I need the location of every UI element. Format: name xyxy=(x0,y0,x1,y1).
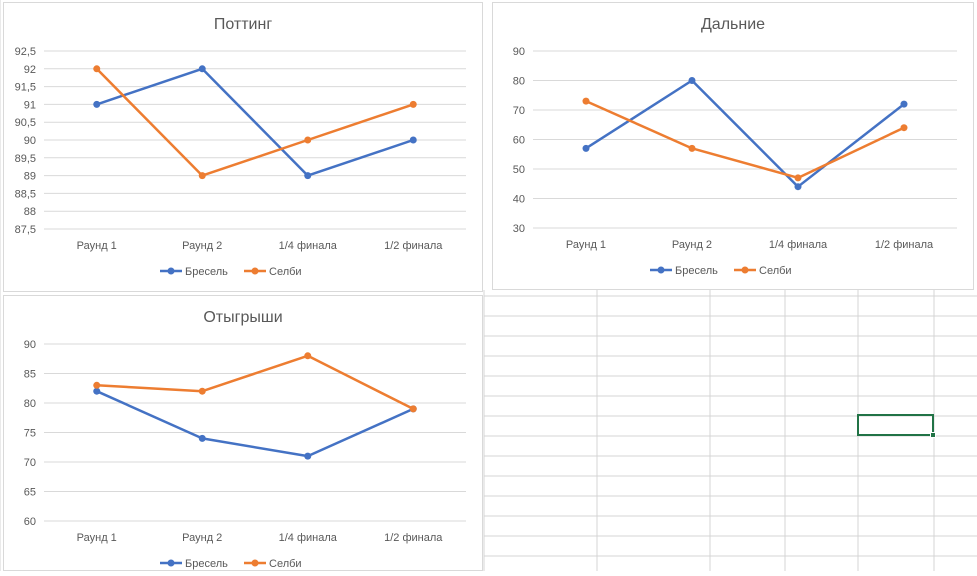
data-point xyxy=(688,144,696,152)
y-tick-label: 90,5 xyxy=(15,117,36,129)
legend-label: Бресель xyxy=(185,266,228,278)
data-point xyxy=(198,434,206,442)
x-tick-label: Раунд 1 xyxy=(77,532,117,544)
fill-handle[interactable] xyxy=(930,432,936,438)
data-point xyxy=(198,387,206,395)
chart-potting[interactable]: 87,5 88 88,5 89 89,5 90 90,5 91 91,5 92 92,5 Раунд … xyxy=(3,2,483,292)
data-point xyxy=(93,387,101,395)
y-tick-label: 91 xyxy=(24,99,36,111)
chart-plot: 87,5 88 88,5 89 89,5 90 90,5 91 91,5 92 92,5 Раунд … xyxy=(15,46,466,278)
legend-marker xyxy=(657,266,665,274)
y-tick-label: 50 xyxy=(513,164,525,176)
legend-marker xyxy=(167,559,175,567)
legend-marker xyxy=(251,559,259,567)
data-point xyxy=(900,124,908,132)
data-point xyxy=(409,100,417,108)
data-point xyxy=(304,352,312,360)
legend-label: Бресель xyxy=(185,558,228,570)
y-tick-label: 80 xyxy=(24,398,36,410)
series-line-selby xyxy=(95,67,415,177)
legend-marker xyxy=(167,267,175,275)
y-tick-label: 92 xyxy=(24,64,36,76)
y-tick-label: 40 xyxy=(513,194,525,206)
legend-label: Селби xyxy=(269,266,302,278)
y-tick-label: 75 xyxy=(24,428,36,440)
y-tick-label: 60 xyxy=(24,516,36,528)
x-tick-label: 1/2 финала xyxy=(384,532,443,544)
chart-title: Дальние xyxy=(700,16,766,33)
y-tick-label: 30 xyxy=(513,223,525,235)
y-tick-label: 91,5 xyxy=(15,82,36,94)
y-tick-label: 92,5 xyxy=(15,46,36,58)
chart-safeties[interactable]: 60 65 70 75 80 85 90 Раунд 1 Раунд 2 1/4 финала 1/… xyxy=(3,295,483,571)
selected-cell[interactable] xyxy=(857,414,934,436)
x-tick-label: 1/2 финала xyxy=(875,239,934,251)
data-point xyxy=(93,65,101,73)
series-line-selby xyxy=(95,354,415,411)
data-point xyxy=(304,452,312,460)
data-point xyxy=(93,100,101,108)
data-point xyxy=(93,381,101,389)
data-point xyxy=(794,174,802,182)
y-tick-label: 85 xyxy=(24,369,36,381)
chart-title: Поттинг xyxy=(213,16,273,33)
data-point xyxy=(688,77,696,84)
series-line-bresel xyxy=(584,79,906,188)
y-tick-label: 88 xyxy=(24,206,36,218)
y-tick-label: 90 xyxy=(24,135,36,147)
chart-plot: 30 40 50 60 70 80 90 Раунд 1 Раунд 2 1/4 финала 1/… xyxy=(513,46,957,277)
x-tick-label: Раунд 2 xyxy=(672,239,712,251)
data-point xyxy=(582,144,590,152)
y-tick-label: 89 xyxy=(24,171,36,183)
chart-long-pots[interactable]: 30 40 50 60 70 80 90 Раунд 1 Раунд 2 1/4 финала 1/… xyxy=(492,2,974,290)
x-tick-label: 1/4 финала xyxy=(279,240,338,252)
legend-marker xyxy=(741,266,749,274)
y-tick-label: 90 xyxy=(513,46,525,58)
x-tick-label: Раунд 1 xyxy=(77,240,117,252)
data-point xyxy=(304,172,312,180)
y-tick-label: 60 xyxy=(513,135,525,147)
x-tick-label: 1/2 финала xyxy=(384,240,443,252)
y-tick-label: 80 xyxy=(513,76,525,88)
x-tick-label: Раунд 2 xyxy=(182,532,222,544)
data-point xyxy=(582,97,590,105)
chart-title: Отыгрыши xyxy=(203,309,283,326)
y-tick-label: 70 xyxy=(513,105,525,117)
legend-label: Селби xyxy=(759,265,792,277)
data-point xyxy=(304,136,312,144)
x-tick-label: Раунд 1 xyxy=(566,239,606,251)
data-point xyxy=(794,183,802,191)
legend-label: Бресель xyxy=(675,265,718,277)
x-tick-label: 1/4 финала xyxy=(279,532,338,544)
data-point xyxy=(409,405,417,413)
x-tick-label: Раунд 2 xyxy=(182,240,222,252)
x-tick-label: 1/4 финала xyxy=(769,239,828,251)
y-tick-label: 65 xyxy=(24,487,36,499)
y-tick-label: 89,5 xyxy=(15,153,36,165)
data-point xyxy=(900,100,908,108)
legend-marker xyxy=(251,267,259,275)
data-point xyxy=(409,136,417,144)
series-line-bresel xyxy=(95,67,415,177)
series-line-bresel xyxy=(95,389,415,458)
series-line-selby xyxy=(584,99,906,180)
data-point xyxy=(198,65,206,73)
chart-plot: 60 65 70 75 80 85 90 Раунд 1 Раунд 2 1/4 финала 1/… xyxy=(24,339,466,570)
y-tick-label: 88,5 xyxy=(15,188,36,200)
data-point xyxy=(198,172,206,180)
y-tick-label: 90 xyxy=(24,339,36,351)
y-tick-label: 87,5 xyxy=(15,224,36,236)
y-tick-label: 70 xyxy=(24,457,36,469)
legend-label: Селби xyxy=(269,558,302,570)
